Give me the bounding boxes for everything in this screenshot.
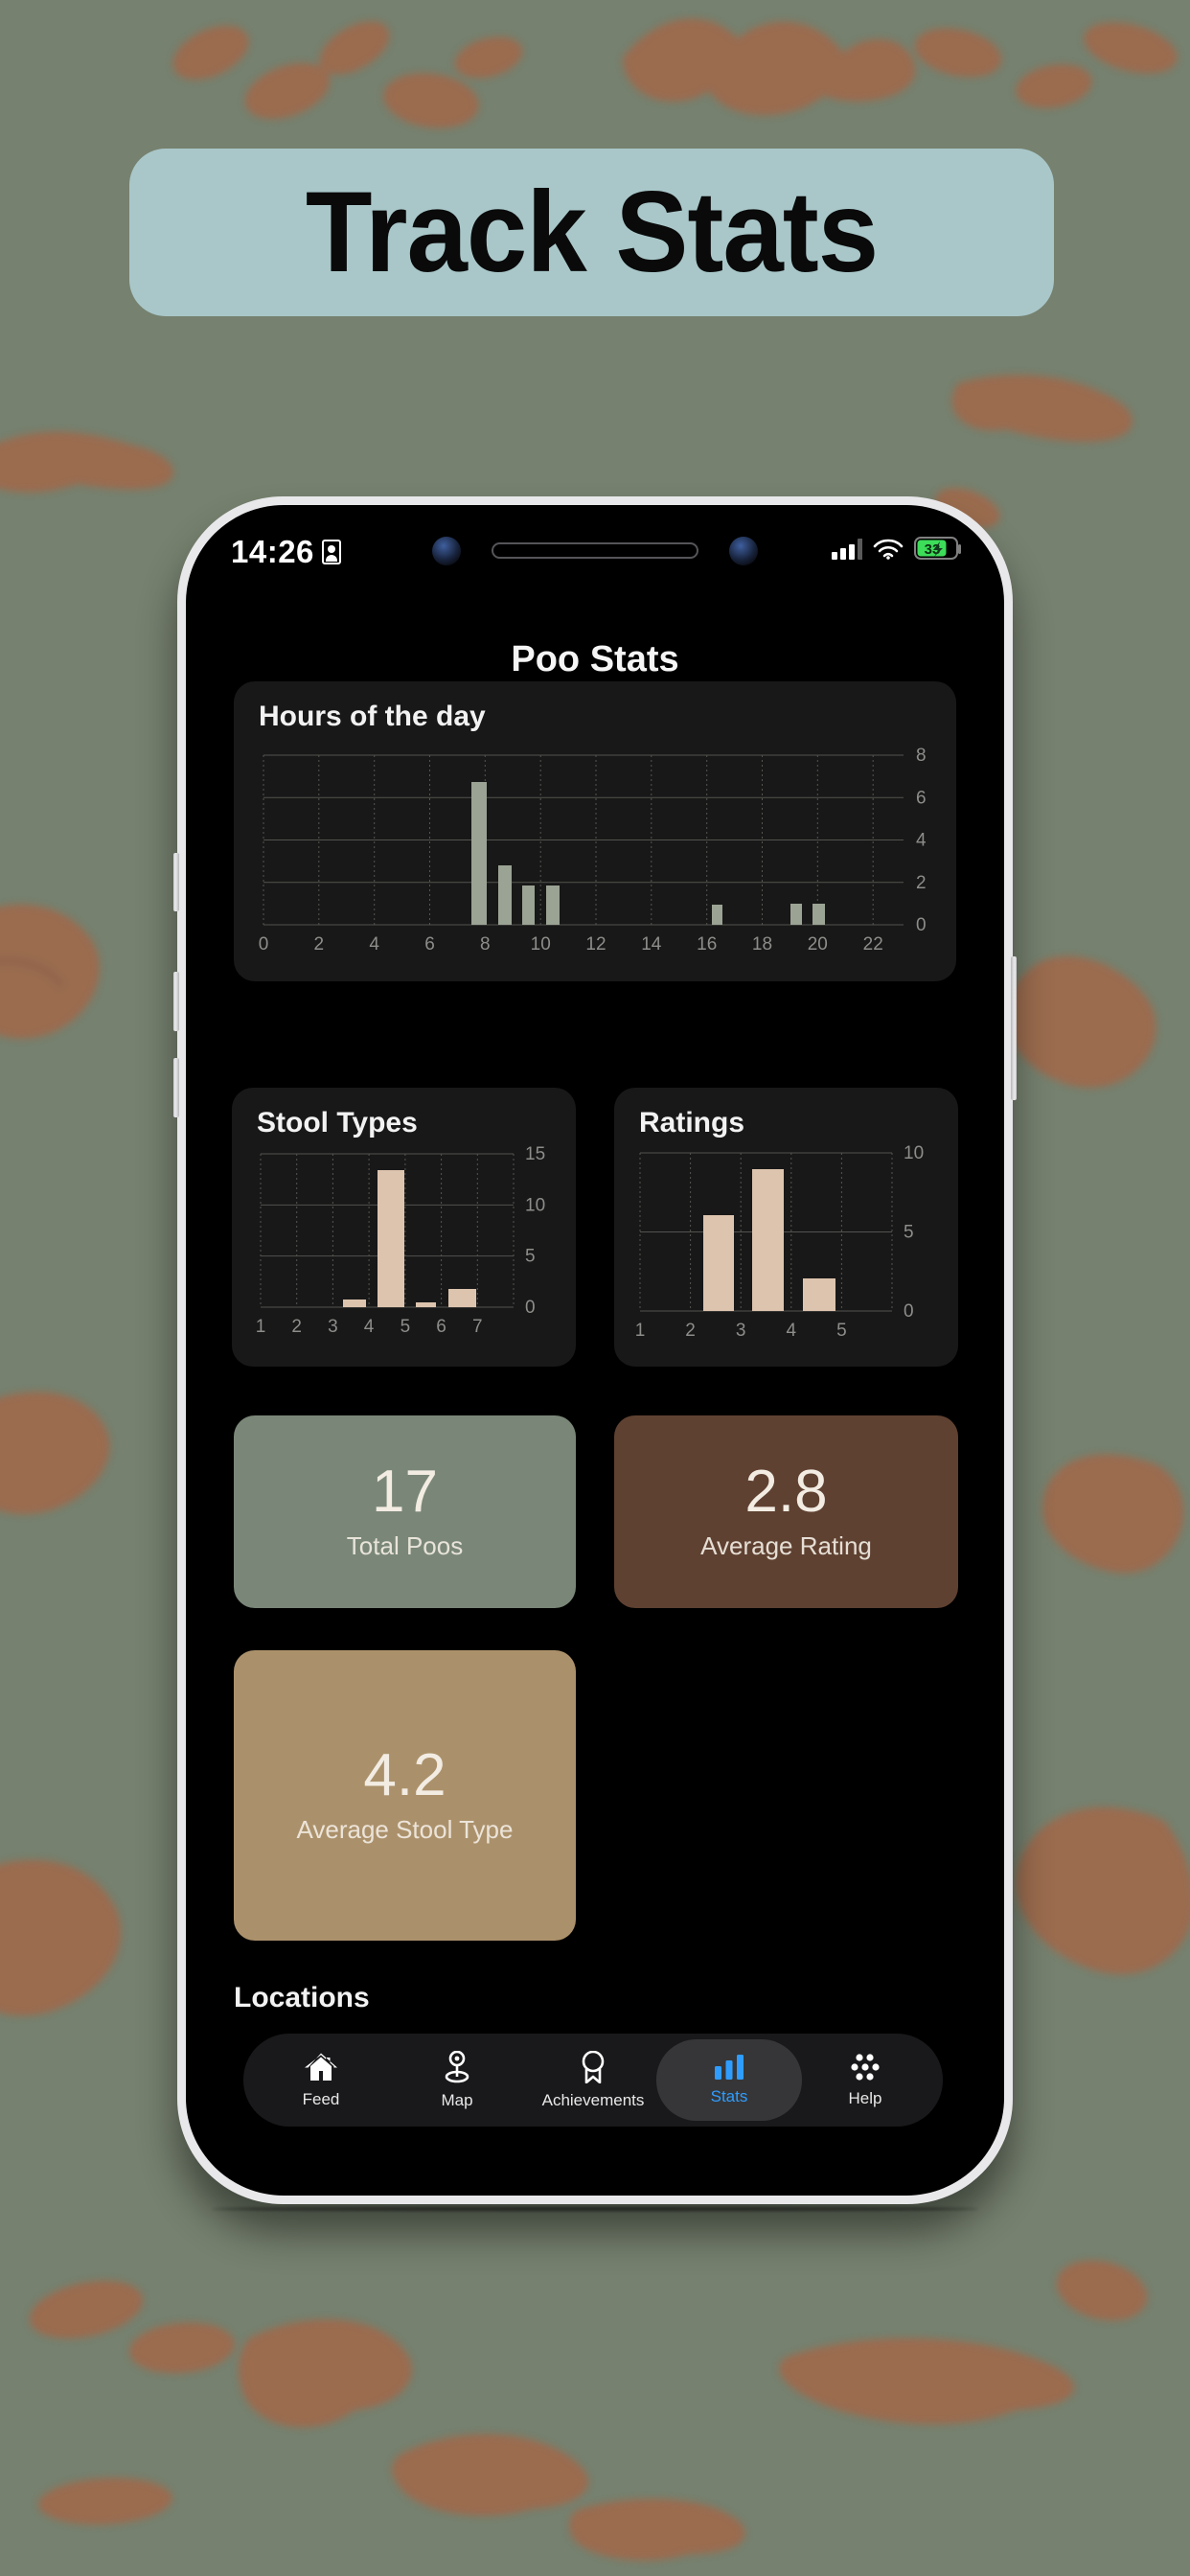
svg-text:16: 16 [697, 934, 717, 954]
svg-text:5: 5 [836, 1321, 847, 1341]
svg-text:4: 4 [916, 831, 927, 851]
svg-text:0: 0 [525, 1298, 536, 1318]
svg-text:2: 2 [314, 934, 325, 954]
svg-text:14: 14 [641, 934, 662, 954]
svg-text:4: 4 [787, 1321, 797, 1341]
svg-text:2: 2 [291, 1317, 302, 1337]
svg-text:8: 8 [480, 934, 491, 954]
svg-text:8: 8 [916, 746, 927, 766]
svg-text:5: 5 [400, 1317, 411, 1337]
svg-text:6: 6 [436, 1317, 446, 1337]
svg-text:0: 0 [916, 915, 927, 935]
svg-text:15: 15 [525, 1144, 545, 1164]
svg-text:1: 1 [635, 1321, 646, 1341]
svg-text:22: 22 [863, 934, 883, 954]
svg-text:5: 5 [904, 1223, 914, 1243]
svg-text:2: 2 [685, 1321, 696, 1341]
svg-text:20: 20 [808, 934, 828, 954]
svg-text:18: 18 [752, 934, 772, 954]
svg-text:3: 3 [328, 1317, 338, 1337]
svg-text:10: 10 [904, 1143, 924, 1163]
svg-text:6: 6 [424, 934, 435, 954]
svg-text:0: 0 [259, 934, 269, 954]
svg-text:12: 12 [585, 934, 606, 954]
svg-text:4: 4 [369, 934, 379, 954]
svg-text:2: 2 [916, 873, 927, 893]
svg-text:10: 10 [531, 934, 551, 954]
svg-text:3: 3 [736, 1321, 746, 1341]
svg-text:5: 5 [525, 1247, 536, 1267]
svg-text:10: 10 [525, 1195, 545, 1215]
svg-text:1: 1 [256, 1317, 266, 1337]
svg-text:7: 7 [472, 1317, 483, 1337]
svg-text:0: 0 [904, 1301, 914, 1322]
svg-text:4: 4 [364, 1317, 375, 1337]
svg-text:6: 6 [916, 788, 927, 808]
